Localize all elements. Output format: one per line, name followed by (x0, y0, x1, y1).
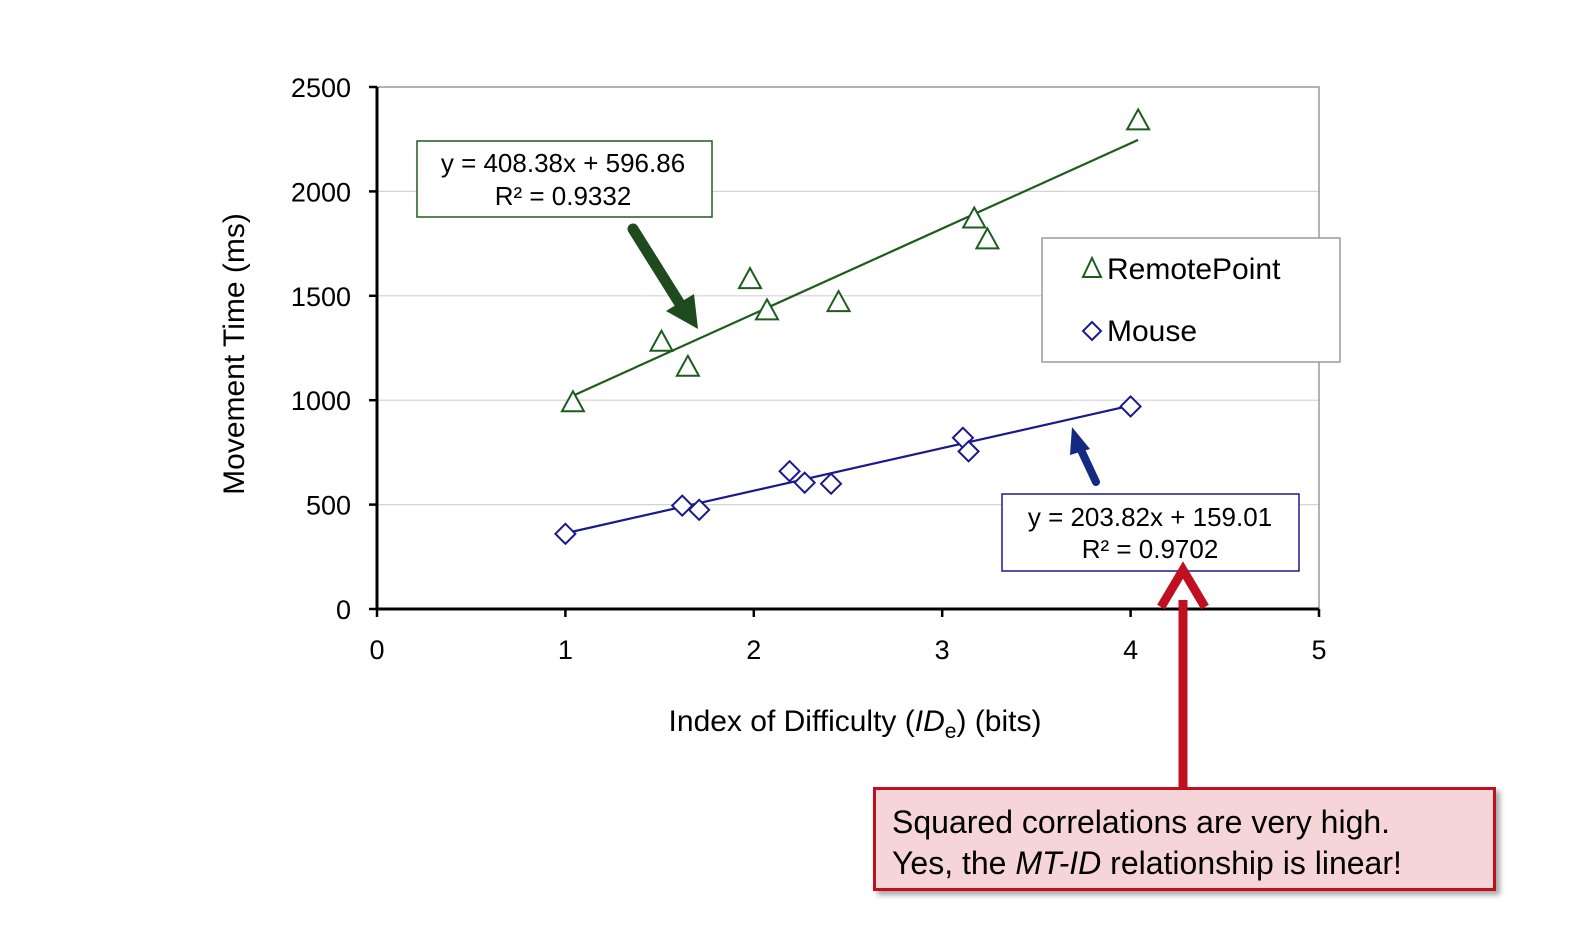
y-tick-label: 2500 (291, 73, 351, 103)
trendline-mouse (565, 404, 1131, 535)
y-tick-label: 500 (306, 491, 351, 521)
remotepoint-r2: R² = 0.9332 (495, 181, 632, 211)
trendline-remotepoint (572, 138, 1139, 397)
remotepoint-equation: y = 408.38x + 596.86 (441, 148, 685, 178)
legend: RemotePoint Mouse (1041, 237, 1341, 363)
x-tick-label: 3 (935, 635, 950, 665)
point-remotepoint (754, 297, 780, 321)
trendlines (565, 138, 1139, 535)
red-arrowhead (1157, 561, 1209, 610)
point-mouse (553, 522, 577, 546)
x-tick-label: 0 (369, 635, 384, 665)
point-mouse (819, 472, 843, 496)
legend-label-mouse: Mouse (1107, 315, 1197, 348)
blue-arrowhead (1070, 427, 1090, 455)
point-mouse (778, 459, 802, 483)
point-remotepoint (648, 328, 675, 352)
data-points (553, 107, 1151, 546)
y-tick-label: 2000 (291, 177, 351, 207)
remotepoint-equation-box: y = 408.38x + 596.86 R² = 0.9332 (416, 140, 713, 218)
x-axis-title: Index of Difficulty (IDe) (bits) (669, 705, 1042, 743)
point-mouse (1119, 395, 1143, 418)
point-remotepoint (675, 353, 701, 377)
x-tick-label: 5 (1311, 635, 1326, 665)
y-axis-title: Movement Time (ms) (218, 213, 251, 495)
point-mouse (687, 498, 711, 522)
point-remotepoint (1125, 107, 1151, 131)
point-mouse (793, 471, 817, 495)
mouse-equation-box: y = 203.82x + 159.01 R² = 0.9702 (1001, 493, 1300, 572)
green-arrowhead (666, 294, 698, 329)
point-mouse (957, 439, 980, 463)
point-mouse (670, 494, 694, 518)
point-remotepoint (974, 226, 1001, 250)
y-tick-label: 1000 (291, 386, 351, 416)
callout-line-1: Squared correlations are very high. (892, 804, 1391, 840)
blue-arrow (1077, 446, 1100, 486)
point-remotepoint (961, 205, 987, 229)
legend-diamond-icon (1081, 320, 1103, 342)
y-tick-label: 0 (336, 595, 351, 625)
legend-triangle-icon (1081, 255, 1103, 278)
point-remotepoint (560, 389, 586, 413)
callout-line-2: Yes, the MT-ID relationship is linear! (892, 845, 1402, 881)
mouse-r2: R² = 0.9702 (1082, 534, 1219, 564)
x-tick-label: 2 (746, 635, 761, 665)
green-arrow (627, 223, 686, 310)
y-tick-label: 1500 (291, 282, 351, 312)
point-remotepoint (737, 266, 763, 290)
x-tick-label: 1 (558, 635, 573, 665)
x-tick-label: 4 (1123, 635, 1138, 665)
legend-label-remotepoint: RemotePoint (1107, 253, 1281, 286)
axis-ticks: 0 500 1000 1500 2000 2500 0 1 2 3 4 5 (291, 73, 1327, 665)
point-remotepoint (825, 288, 852, 313)
mouse-equation: y = 203.82x + 159.01 (1028, 502, 1272, 532)
conclusion-callout: Squared correlations are very high. Yes,… (873, 787, 1496, 891)
